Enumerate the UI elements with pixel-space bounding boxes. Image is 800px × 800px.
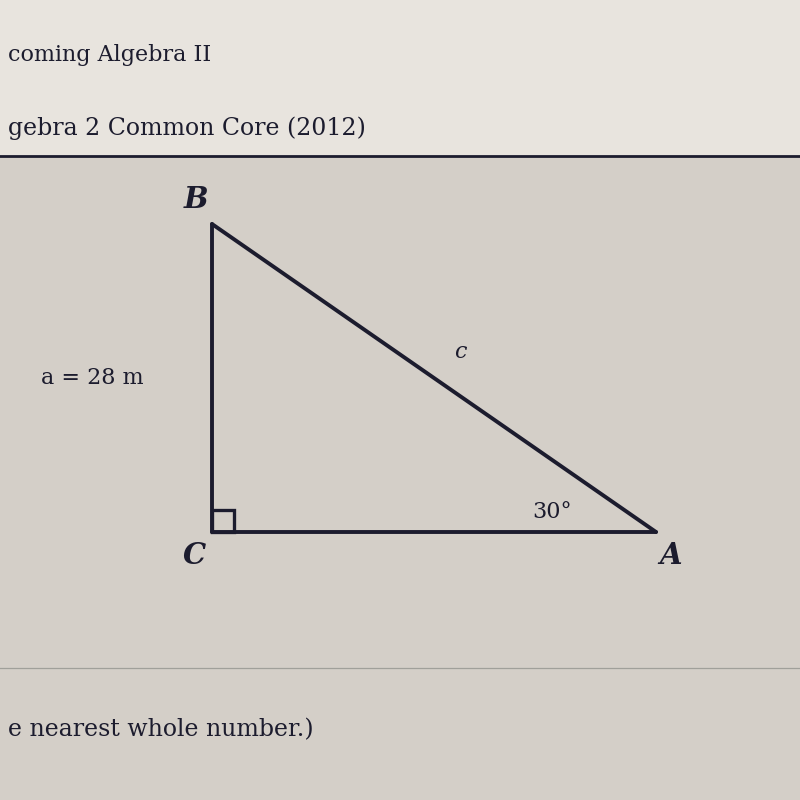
Text: c: c (454, 341, 466, 363)
Text: 30°: 30° (532, 501, 572, 523)
Text: B: B (184, 186, 208, 214)
Text: gebra 2 Common Core (2012): gebra 2 Common Core (2012) (8, 116, 366, 140)
Text: a = 28 m: a = 28 m (41, 366, 143, 389)
Bar (0, 0, 800, 156)
Bar (212, 510, 234, 532)
Text: C: C (183, 542, 206, 570)
Text: e nearest whole number.): e nearest whole number.) (8, 718, 314, 742)
Text: A: A (659, 542, 682, 570)
Text: coming Algebra II: coming Algebra II (8, 44, 211, 66)
